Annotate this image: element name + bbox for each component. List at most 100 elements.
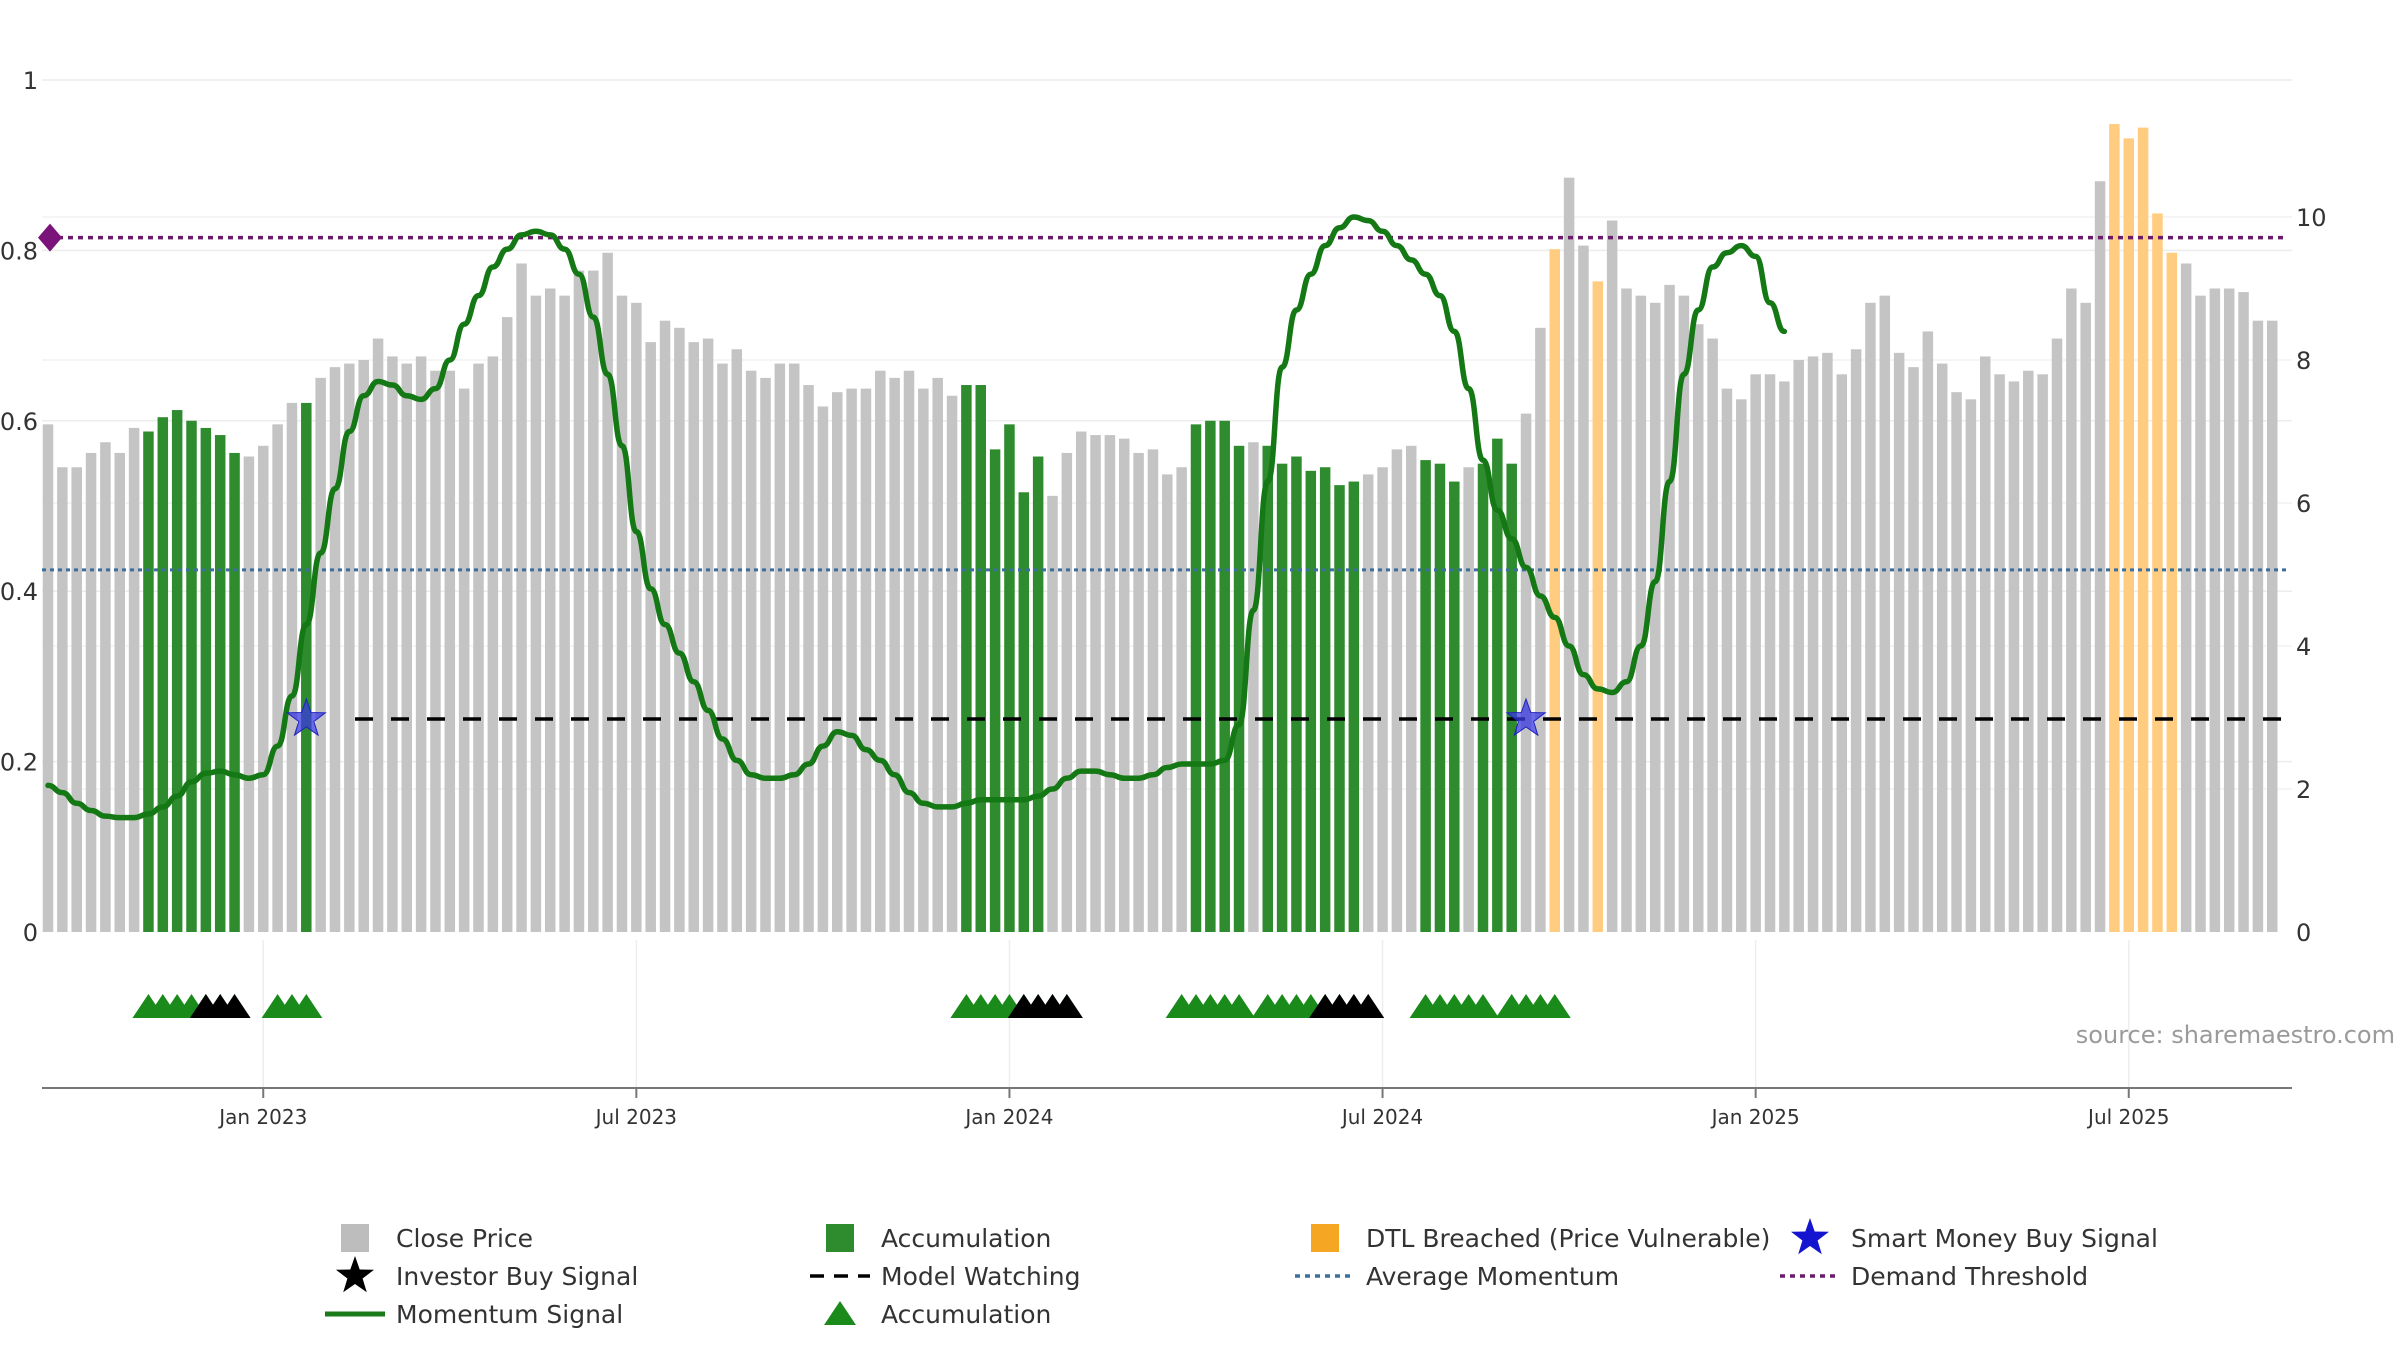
reference-lines [38,223,2288,721]
close-price-bar [1176,467,1187,932]
investor-buy-marker [218,994,251,1018]
left-axis-tick-label: 0 [23,919,38,947]
close-price-bar [1893,352,1905,933]
close-price-bar [1793,360,1804,932]
close-price-bar [674,327,685,932]
x-tick-label: Jan 2024 [963,1105,1053,1129]
right-axis-tick-label: 6 [2296,490,2311,518]
x-tick-label: Jul 2023 [594,1105,677,1129]
close-price-bar [1736,399,1747,932]
legend-label-close: Close Price [396,1224,533,1253]
close-price-bar [516,263,527,933]
close-price-bar [1865,302,1876,932]
close-price-bar [2037,374,2048,932]
legend-label-smart_money: Smart Money Buy Signal [1851,1224,2158,1253]
left-axis-tick-label: 0.6 [0,408,38,436]
right-axis-tick-label: 0 [2296,919,2311,947]
close-price-bar [645,342,656,932]
close-price-bar [401,363,412,932]
close-price-bar [2223,288,2235,932]
close-price-bar [473,363,484,932]
close-price-bar [1649,302,1661,932]
close-price-bar [1822,352,1833,933]
close-price-bar [788,363,800,932]
close-price-bar [731,349,743,932]
close-price-bar [85,452,97,932]
close-price-bar [616,295,628,932]
close-price-bar [631,302,642,932]
left-axis-tick-label: 0.2 [0,749,38,777]
x-tick-label: Jan 2023 [217,1105,307,1129]
close-price-bar [1104,435,1116,932]
accumulation-bar [1477,463,1489,932]
smart-money-buy-star [1505,697,1547,737]
legend-label-model_watching: Model Watching [881,1262,1081,1291]
legend-swatch-accumulation_marker [824,1301,856,1325]
close-price-bar [1994,374,2005,932]
x-tick-label: Jan 2025 [1710,1105,1800,1129]
close-price-bar [774,363,786,932]
close-price-bar [501,317,513,933]
close-price-bar [2238,292,2249,932]
close-price-bar [717,363,728,932]
legend-label-momentum: Momentum Signal [396,1300,623,1329]
x-tick-label: Jul 2025 [2086,1105,2169,1129]
close-price-bar [71,467,82,932]
accumulation-marker [1538,994,1571,1018]
accumulation-bar [1506,463,1517,932]
dtl-breached-bar [1549,249,1560,933]
close-price-bar [1147,449,1159,932]
legend: Close Price Accumulation DTL Breached (Pri… [325,1218,2158,1329]
close-price-bar [875,370,886,933]
close-price-bar [329,367,341,932]
dtl-breached-bar [2137,127,2149,932]
close-price-bar [745,370,757,933]
close-price-bar [1406,445,1417,932]
legend-swatch-dtl [1311,1224,1339,1252]
close-price-bar [860,388,872,933]
legend-label-dtl: DTL Breached (Price Vulnerable) [1366,1224,1770,1253]
close-price-bar [846,388,857,933]
close-price-bar [1951,392,1962,932]
close-price-bar [903,370,915,933]
legend-swatch-smart_money [1791,1218,1829,1255]
close-price-bar [559,295,570,932]
close-price-bar [1678,295,1690,932]
accumulation-marker [290,994,323,1018]
accumulation-bar [1319,467,1331,932]
close-price-bar [315,377,326,932]
close-price-bar [2023,370,2034,933]
accumulation-bar [1434,463,1446,932]
legend-label-accumulation_marker: Accumulation [881,1300,1051,1329]
close-price-bar [2008,381,2020,932]
close-price-bar [1119,438,1130,932]
close-price-bar [387,356,398,932]
accumulation-bar [1291,456,1302,932]
accumulation-marker [1223,994,1256,1018]
close-price-bar [1520,413,1532,932]
close-price-bar [344,363,355,932]
close-price-bar [358,360,369,932]
accumulation-bar [301,402,312,932]
close-price-bar [1162,474,1173,932]
right-axis-tick-label: 8 [2296,347,2311,375]
close-price-bar [946,395,958,932]
legend-label-accumulation_bar: Accumulation [881,1224,1051,1253]
accumulation-bar [214,435,226,932]
investor-buy-marker [1050,994,1083,1018]
close-price-bar [243,456,255,932]
dtl-breached-bar [2123,138,2134,933]
accumulation-bar [1004,424,1015,932]
close-price-bar [1850,349,1862,932]
close-price-bar [1908,367,1919,932]
close-price-bar [2195,295,2206,932]
close-price-bar [458,388,470,933]
close-price-bar [932,377,943,932]
close-price-bar [286,402,298,932]
close-price-bar [1807,356,1819,932]
close-price-bar [2066,288,2077,932]
left-axis-tick-label: 0.8 [0,237,38,265]
close-price-bar [2051,338,2063,932]
accumulation-bar [975,385,986,932]
close-price-bar [128,427,140,932]
